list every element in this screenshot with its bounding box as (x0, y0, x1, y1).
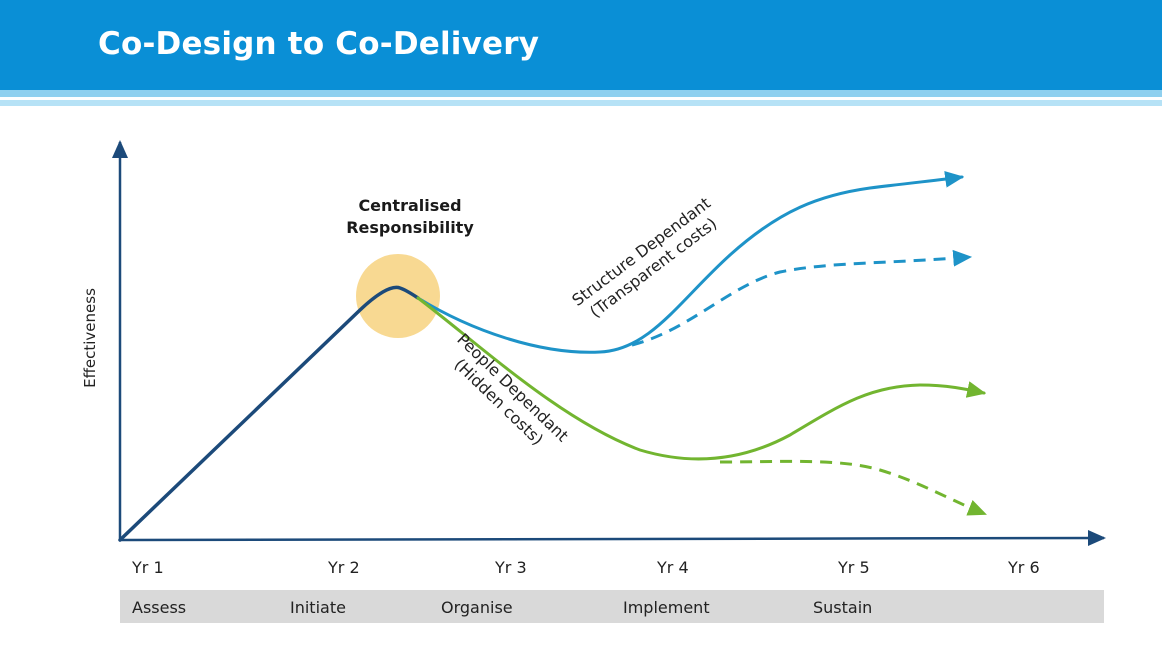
phase-bar (120, 590, 1104, 623)
phase-label-assess: Assess (132, 598, 187, 617)
year-label-6: Yr 6 (1008, 558, 1040, 577)
year-label-3: Yr 3 (495, 558, 527, 577)
structure-dependant-dashed-curve (631, 249, 973, 347)
header-stripe (0, 90, 1162, 97)
phase-label-sustain: Sustain (813, 598, 873, 617)
callout-line-1: Centralised (358, 196, 462, 215)
centralised-responsibility-callout: Centralised Responsibility (346, 195, 474, 239)
initial-growth-curve (118, 285, 420, 542)
year-label-2: Yr 2 (328, 558, 360, 577)
callout-line-2: Responsibility (346, 218, 474, 237)
structure-dependant-curve (416, 170, 965, 354)
people-dependant-curve (416, 296, 987, 461)
year-label-4: Yr 4 (657, 558, 689, 577)
people-dependant-dashed-curve (719, 459, 987, 516)
year-label-5: Yr 5 (838, 558, 870, 577)
x-axis (119, 530, 1106, 547)
header-stripe-gap (0, 97, 1162, 100)
header-stripe-light (0, 100, 1162, 106)
page-title: Co-Design to Co-Delivery (98, 26, 540, 62)
phase-label-organise: Organise (441, 598, 513, 617)
phase-label-initiate: Initiate (290, 598, 346, 617)
centralised-highlight-circle (356, 254, 440, 338)
header-bar (0, 0, 1162, 90)
phase-label-implement: Implement (623, 598, 710, 617)
year-label-1: Yr 1 (132, 558, 164, 577)
y-axis-label: Effectiveness (81, 288, 99, 388)
